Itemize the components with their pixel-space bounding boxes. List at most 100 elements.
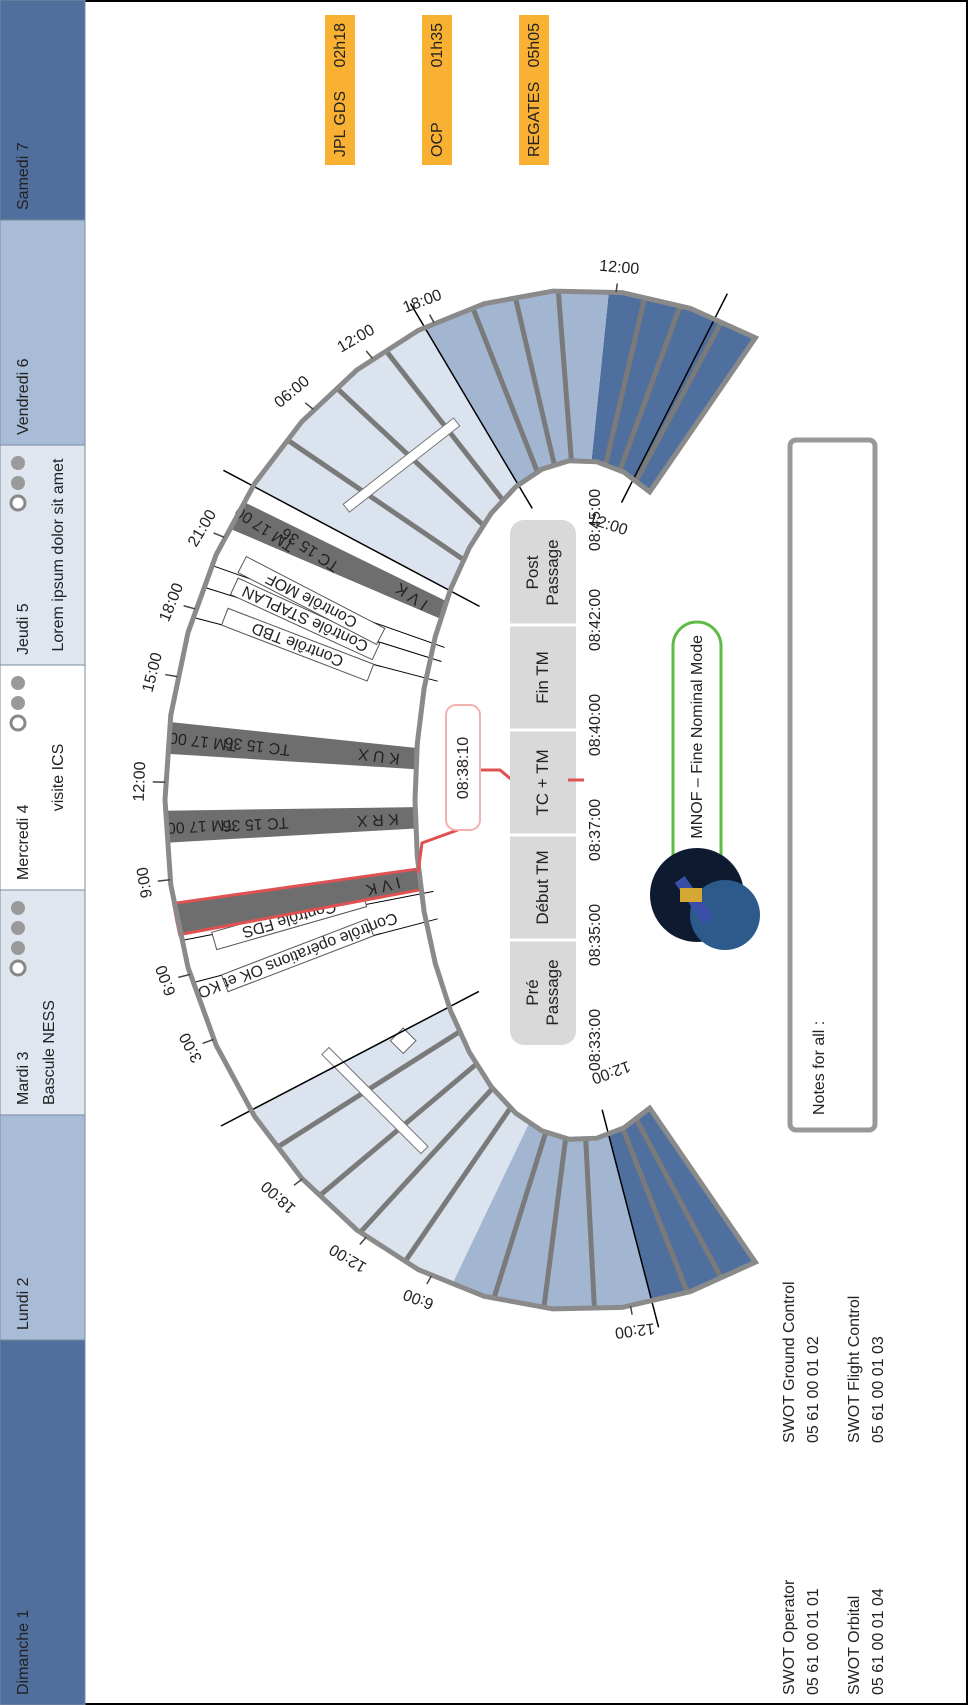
time-tick	[183, 605, 196, 610]
ring-separator	[285, 437, 465, 562]
ring-separator	[402, 1106, 513, 1264]
earth	[690, 880, 760, 950]
day-note-box: visite ICS	[49, 743, 67, 812]
pass-tc: TC 15 36	[222, 814, 289, 834]
day-boundary	[620, 293, 728, 503]
contact-phone: 05 61 00 01 01	[805, 1588, 822, 1695]
duration-label: OCP	[429, 122, 446, 157]
contact-phone: 05 61 00 01 04	[870, 1588, 887, 1695]
step-time: 08:40:00	[587, 694, 604, 756]
duration-value: 02h18	[332, 23, 349, 68]
step-box: Post Passage	[523, 539, 562, 606]
day-label: Dimanche 1	[15, 1610, 32, 1695]
slab	[342, 417, 461, 513]
step: Fin TM	[533, 651, 553, 704]
step: TC + TM	[533, 749, 553, 816]
ring-separator	[358, 1086, 495, 1235]
ring-time: 12:00	[614, 1319, 656, 1341]
step: Post Passage	[523, 539, 562, 606]
contact-name: SWOT Ground Control	[781, 1281, 798, 1443]
ring-separator	[603, 295, 648, 465]
day-label: Mardi 3	[15, 1052, 32, 1105]
status-dot	[11, 921, 25, 935]
day-boundary	[220, 990, 480, 1127]
day-tab[interactable]	[0, 1114, 86, 1341]
pass-stations: K U X	[357, 745, 401, 767]
day-tab[interactable]	[0, 0, 86, 221]
ring-separator	[383, 348, 505, 502]
contact-phone: 05 61 00 01 02	[805, 1336, 822, 1443]
contact-name: SWOT Orbital	[846, 1596, 863, 1695]
status-dot	[9, 714, 27, 732]
control-box	[237, 555, 386, 646]
ring-separator	[634, 1118, 725, 1281]
step-time: 08:35:00	[587, 904, 604, 966]
time-tick	[426, 1275, 432, 1285]
step: Pré Passage	[523, 959, 562, 1026]
day-note-box: Lorem ipsum dolor sit amet	[49, 458, 67, 652]
notes-label: Notes for all :	[811, 1021, 828, 1115]
pass-tm: TM 17 00	[166, 815, 234, 836]
pass-strip	[166, 722, 417, 770]
status-dot	[11, 696, 25, 710]
ring-time: 9:00	[134, 866, 156, 900]
pass-strip	[228, 501, 447, 619]
pass-stations: K R X	[356, 810, 399, 829]
ring-separator	[583, 1139, 597, 1310]
duration-badge	[422, 15, 452, 165]
duration-value: 05h05	[526, 23, 543, 68]
day-tab[interactable]	[0, 219, 86, 446]
status-dot	[9, 494, 27, 512]
time-tick	[615, 283, 619, 293]
day-boundary	[223, 469, 480, 608]
step-box: Début TM	[533, 850, 552, 924]
current-link	[478, 768, 513, 782]
status-dot	[11, 941, 25, 955]
day-label: Jeudi 5	[15, 603, 32, 655]
contact-name: SWOT Flight Control	[846, 1296, 863, 1443]
day-tab[interactable]	[0, 1339, 86, 1705]
day-note: Lorem ipsum dolor sit amet	[49, 458, 67, 652]
step-time: 08:33:00	[587, 1009, 604, 1071]
duration-badge	[519, 15, 549, 165]
time-tick	[293, 1178, 303, 1186]
time-tick	[304, 402, 314, 410]
pass-strip	[165, 807, 416, 843]
duration-badge	[325, 15, 355, 165]
ring-separator	[470, 306, 540, 473]
ring-segment	[253, 327, 519, 591]
day-label: Samedi 7	[15, 142, 32, 210]
contact-phone: 05 61 00 01 03	[870, 1336, 887, 1443]
time-tick	[178, 973, 191, 979]
status-dot	[11, 476, 25, 490]
day-note: visite ICS	[49, 743, 67, 812]
current-link	[416, 825, 467, 874]
ring-separator	[620, 1127, 690, 1294]
ring-segment	[451, 1123, 653, 1310]
time-tick	[629, 1306, 633, 1315]
status-dot	[11, 676, 25, 690]
day-label: Vendredi 6	[15, 358, 32, 435]
ring-separator	[541, 1138, 569, 1309]
day-label: Mercredi 4	[15, 804, 32, 880]
status-dot	[11, 456, 25, 470]
ring-separator	[617, 304, 683, 471]
day-boundary	[409, 303, 533, 509]
status-dot	[11, 901, 25, 915]
duration-value: 01h35	[429, 23, 446, 68]
ring-separator	[491, 1131, 549, 1300]
time-tick	[202, 1038, 214, 1045]
clock: 08:38:10	[455, 737, 472, 799]
mode: MNOF – Fine Nominal Mode	[689, 635, 706, 839]
satellite-body	[680, 888, 702, 902]
time-tick	[213, 532, 225, 539]
duration-label: REGATES	[526, 82, 543, 157]
time-tick	[157, 879, 171, 882]
step-time: 08:45:00	[587, 489, 604, 551]
clock-box	[445, 704, 481, 831]
day-note: Bascule NESS	[41, 1000, 58, 1105]
ring-separator	[555, 290, 574, 461]
ring-separator	[512, 295, 557, 465]
